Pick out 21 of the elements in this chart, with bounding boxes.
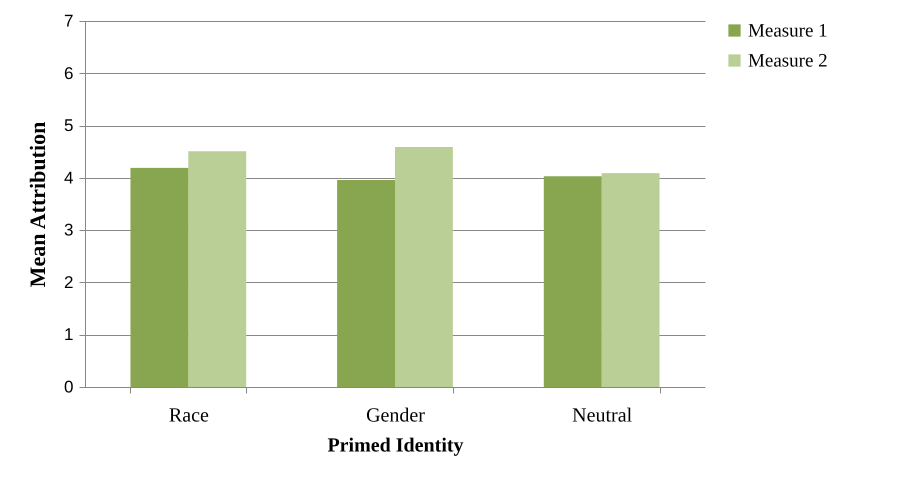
y-tick-label: 4: [64, 168, 74, 188]
y-tick-label: 0: [64, 378, 74, 396]
y-tick-label: 2: [64, 272, 74, 292]
x-tick-label: Race: [168, 404, 209, 426]
y-tick-label: 3: [64, 220, 74, 240]
y-tick-label: 7: [64, 12, 74, 30]
x-tick-label: Neutral: [572, 404, 633, 426]
bar: [130, 168, 188, 387]
y-tick-label: 1: [64, 325, 74, 344]
x-axis-title: Primed Identity: [327, 434, 464, 456]
legend-label: Measure 2: [748, 50, 828, 72]
bar: [337, 180, 395, 387]
bar: [188, 151, 246, 387]
y-tick-label: 5: [64, 116, 74, 136]
x-tick-label: Gender: [366, 404, 426, 426]
y-axis-title: Mean Attribution: [25, 122, 50, 288]
bar: [602, 173, 660, 387]
bar: [544, 176, 602, 387]
bar: [395, 147, 453, 387]
y-tick-label: 6: [64, 64, 74, 83]
legend-label: Measure 1: [748, 20, 828, 42]
